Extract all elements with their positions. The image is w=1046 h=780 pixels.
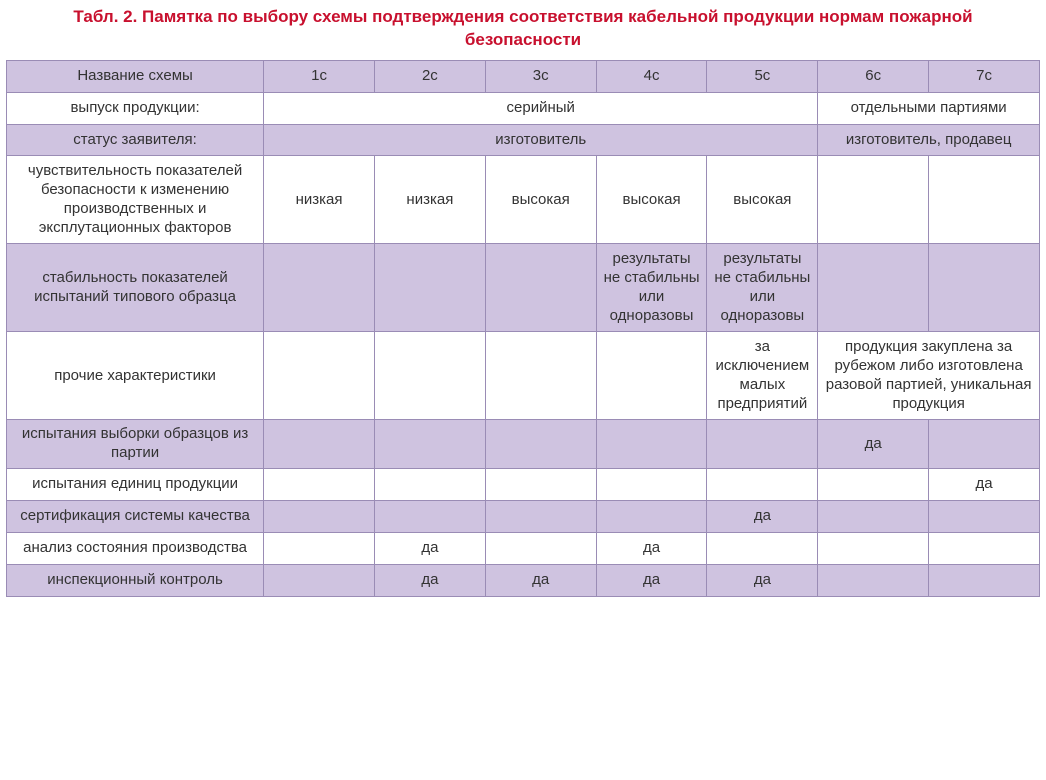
cell-unit_tests-0 [264,468,375,500]
header-col-7с: 7с [929,60,1040,92]
cell-sample_batch-5: да [818,420,929,469]
cell-inspection-4: да [707,564,818,596]
cell-stability-3: результаты не стабильны или одноразовы [596,244,707,332]
header-label: Название схемы [7,60,264,92]
cell-sample_batch-2 [485,420,596,469]
row-applicant: статус заявителя:изготовительизготовител… [7,124,1040,156]
cell-prod_analysis-0 [264,532,375,564]
cell-inspection-0 [264,564,375,596]
cell-applicant-1: изготовитель, продавец [818,124,1040,156]
cell-applicant-0: изготовитель [264,124,818,156]
cell-quality_cert-6 [929,500,1040,532]
row-prod_analysis: анализ состояния производства да да [7,532,1040,564]
header-col-3с: 3с [485,60,596,92]
row-label-prod_analysis: анализ состояния производства [7,532,264,564]
table-title: Табл. 2. Памятка по выбору схемы подтвер… [6,6,1040,52]
cell-prod_analysis-6 [929,532,1040,564]
cell-other-1 [374,332,485,420]
header-col-5с: 5с [707,60,818,92]
cell-sensitivity-3: высокая [596,156,707,244]
row-release: выпуск продукции:серийныйотдельными парт… [7,92,1040,124]
cell-sensitivity-1: низкая [374,156,485,244]
cell-stability-0 [264,244,375,332]
row-label-other: прочие характеристики [7,332,264,420]
cell-other-3 [596,332,707,420]
cell-unit_tests-5 [818,468,929,500]
cell-inspection-2: да [485,564,596,596]
cell-inspection-6 [929,564,1040,596]
cell-prod_analysis-3: да [596,532,707,564]
cell-inspection-5 [818,564,929,596]
cell-unit_tests-6: да [929,468,1040,500]
row-label-unit_tests: испытания единиц продукции [7,468,264,500]
header-col-4с: 4с [596,60,707,92]
row-label-sample_batch: испытания выборки образцов из партии [7,420,264,469]
cell-sample_batch-4 [707,420,818,469]
cell-stability-1 [374,244,485,332]
row-label-applicant: статус заявителя: [7,124,264,156]
cell-unit_tests-1 [374,468,485,500]
row-label-release: выпуск продукции: [7,92,264,124]
row-label-quality_cert: сертификация системы качества [7,500,264,532]
row-quality_cert: сертификация системы качества да [7,500,1040,532]
cell-stability-6 [929,244,1040,332]
cell-sample_batch-3 [596,420,707,469]
row-label-inspection: инспекционный контроль [7,564,264,596]
cell-unit_tests-2 [485,468,596,500]
cell-stability-5 [818,244,929,332]
cell-sample_batch-0 [264,420,375,469]
cell-other-4: за исключением малых предприятий [707,332,818,420]
cell-other-0 [264,332,375,420]
cell-other-2 [485,332,596,420]
cell-sensitivity-0: низкая [264,156,375,244]
row-other: прочие характеристики за исключением малы… [7,332,1040,420]
header-col-6с: 6с [818,60,929,92]
cell-unit_tests-4 [707,468,818,500]
row-inspection: инспекционный контрольдададада [7,564,1040,596]
cell-prod_analysis-2 [485,532,596,564]
header-col-2с: 2с [374,60,485,92]
row-label-stability: стабильность показателей испытаний типов… [7,244,264,332]
cell-release-0: серийный [264,92,818,124]
cell-prod_analysis-4 [707,532,818,564]
cell-inspection-1: да [374,564,485,596]
cell-quality_cert-3 [596,500,707,532]
cell-quality_cert-0 [264,500,375,532]
cell-release-1: отдельными партиями [818,92,1040,124]
row-label-sensitivity: чувствительность показателей безопасност… [7,156,264,244]
cell-sample_batch-6 [929,420,1040,469]
header-row: Название схемы1с2с3с4с5с6с7с [7,60,1040,92]
cell-prod_analysis-5 [818,532,929,564]
row-stability: стабильность показателей испытаний типов… [7,244,1040,332]
cell-sensitivity-4: высокая [707,156,818,244]
row-sample_batch: испытания выборки образцов из партии да [7,420,1040,469]
cell-quality_cert-5 [818,500,929,532]
cell-stability-4: результаты не стабильны или одноразовы [707,244,818,332]
header-col-1с: 1с [264,60,375,92]
cell-unit_tests-3 [596,468,707,500]
cell-sensitivity-6 [929,156,1040,244]
cell-quality_cert-1 [374,500,485,532]
cell-stability-2 [485,244,596,332]
cell-inspection-3: да [596,564,707,596]
cell-prod_analysis-1: да [374,532,485,564]
row-sensitivity: чувствительность показателей безопасност… [7,156,1040,244]
cell-quality_cert-2 [485,500,596,532]
cell-sensitivity-2: высокая [485,156,596,244]
row-unit_tests: испытания единиц продукции да [7,468,1040,500]
cell-quality_cert-4: да [707,500,818,532]
cell-sample_batch-1 [374,420,485,469]
compliance-table: Название схемы1с2с3с4с5с6с7свыпуск проду… [6,60,1040,597]
cell-other-5: продукция закуплена за рубежом либо изго… [818,332,1040,420]
cell-sensitivity-5 [818,156,929,244]
